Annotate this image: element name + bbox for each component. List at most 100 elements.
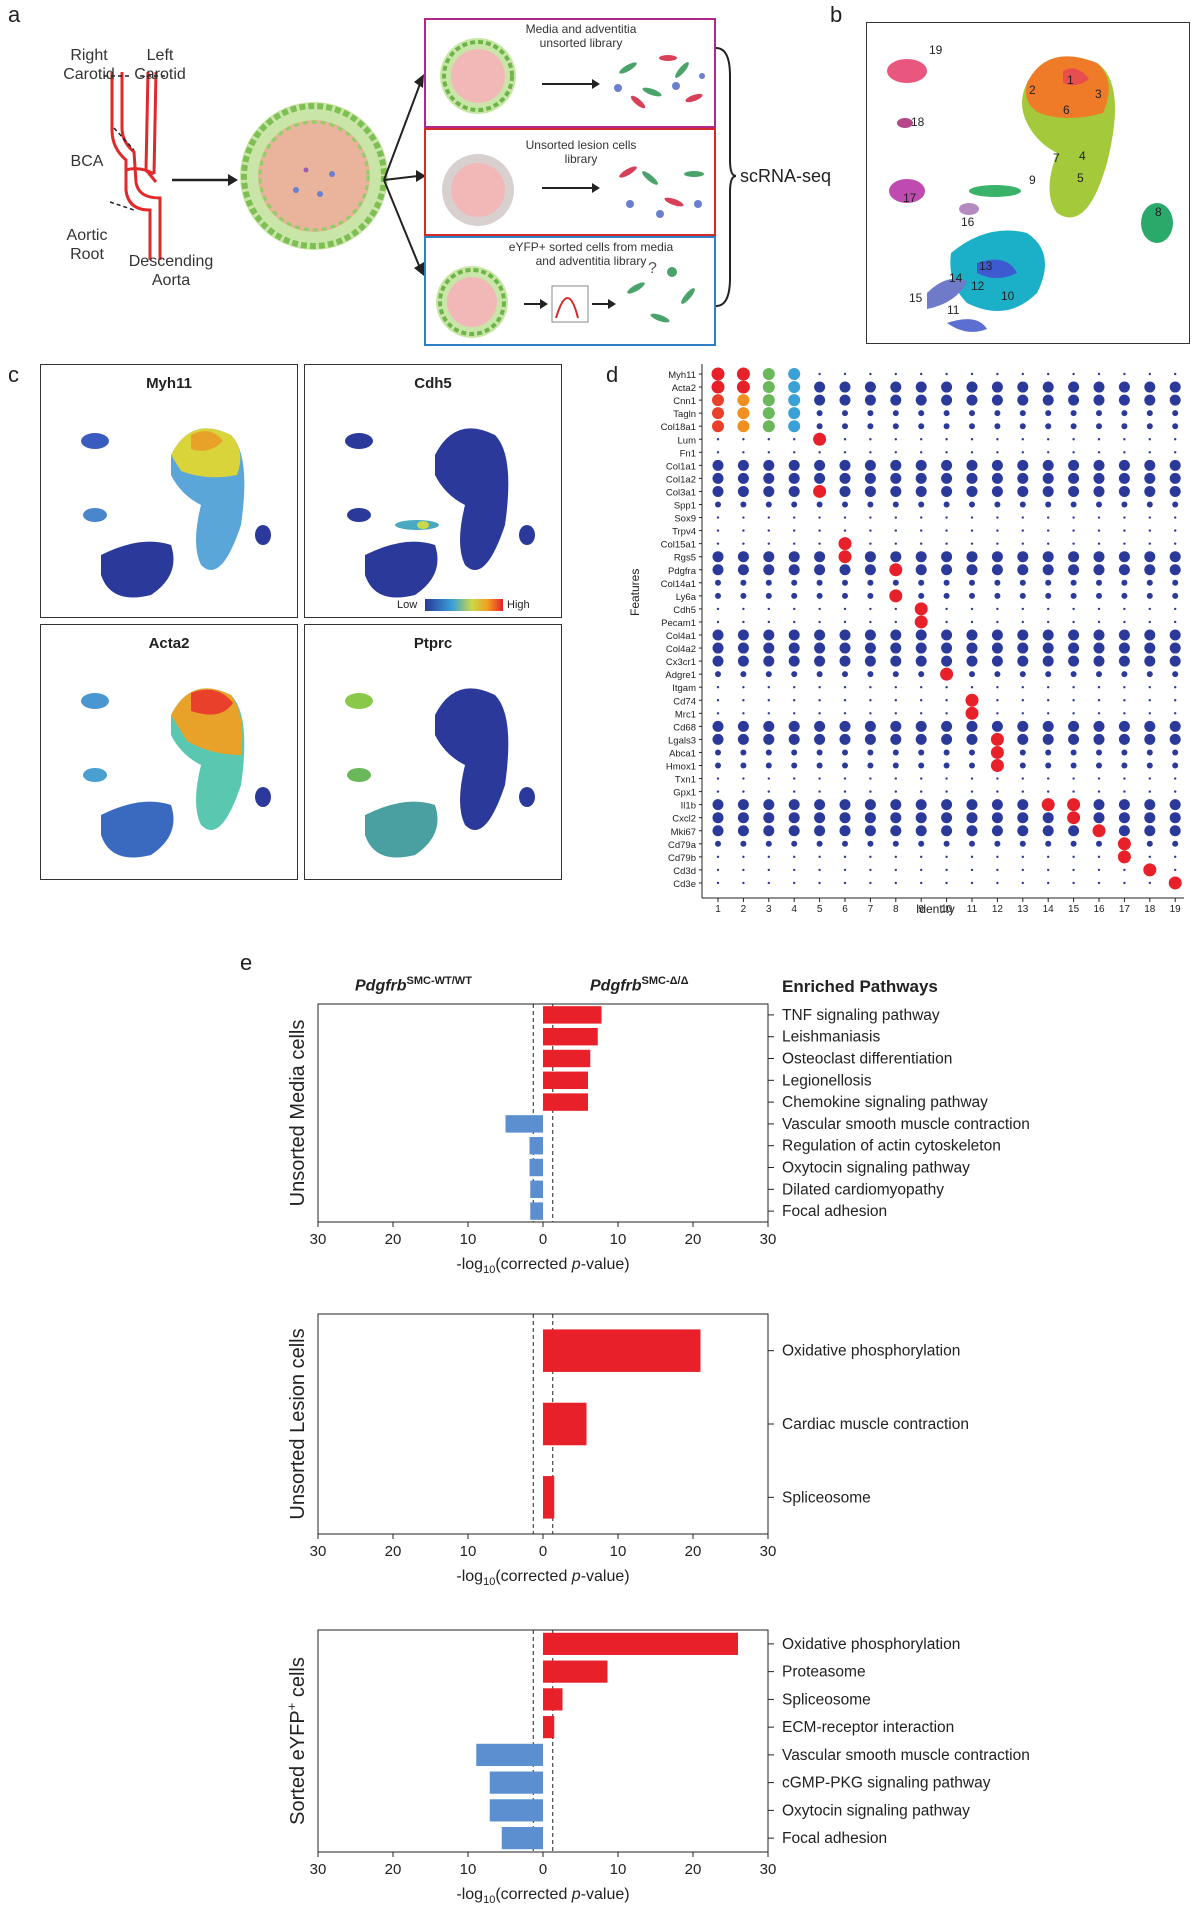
dot-mark	[966, 459, 978, 471]
cluster-label-16: 16	[961, 215, 975, 229]
dot-mark	[969, 423, 975, 430]
x-tick-label: 20	[685, 1861, 702, 1878]
dot-mark	[767, 620, 770, 624]
dot-mark	[839, 472, 851, 484]
dot-mark	[1146, 762, 1153, 769]
dot-mark	[791, 762, 798, 769]
dot-mark	[1146, 592, 1153, 599]
feature-label: Cd3e	[673, 879, 696, 890]
dot-mark	[793, 451, 796, 454]
dot-mark	[736, 367, 750, 381]
dot-mark	[869, 438, 872, 441]
x-tick-label: 10	[610, 1543, 627, 1560]
pathway-bar	[529, 1158, 543, 1177]
dot-mark	[1017, 642, 1029, 654]
dot-mark	[839, 642, 851, 654]
dot-mark	[1045, 840, 1052, 847]
bar-chart-title: Unsorted Lesion cells	[287, 1328, 309, 1519]
dot-mark	[1072, 529, 1075, 532]
feature-label: Gpx1	[673, 788, 696, 799]
cluster-label-18: 18	[911, 115, 925, 129]
dot-mark	[788, 368, 801, 380]
dot-mark	[941, 459, 953, 471]
dot-mark	[712, 551, 724, 563]
cluster-label-13: 13	[979, 259, 993, 273]
pathway-bar	[543, 1071, 588, 1090]
dot-mark	[839, 629, 851, 641]
dot-mark	[1174, 790, 1177, 793]
identity-tick-label: 3	[766, 904, 772, 915]
dot-mark	[1070, 592, 1077, 599]
dot-mark	[869, 881, 872, 885]
group-ko-sup: SMC-Δ/Δ	[641, 975, 689, 987]
dot-mark	[816, 840, 823, 847]
dot-mark	[864, 394, 876, 406]
dot-mark	[715, 840, 721, 847]
umap-feature-acta2: Acta2	[40, 624, 298, 880]
dot-mark	[994, 592, 1001, 599]
dot-mark	[1021, 516, 1024, 519]
dot-mark	[991, 485, 1003, 497]
dot-mark	[742, 516, 745, 519]
dot-mark	[994, 579, 1001, 586]
x-tick-label: 10	[460, 1861, 477, 1878]
dot-mark	[943, 410, 950, 417]
dot-mark	[842, 840, 848, 847]
library-box-sorted: eYFP+ sorted cells from media and advent…	[424, 236, 716, 346]
dot-mark	[869, 712, 872, 715]
identity-tick-label: 17	[1119, 904, 1131, 915]
dot-mark	[970, 686, 974, 689]
dot-mark	[915, 799, 927, 811]
dot-mark	[740, 579, 747, 586]
scrna-seq-label: scRNA-seq	[740, 166, 832, 186]
dot-mark	[1068, 459, 1080, 471]
dot-mark	[1169, 799, 1181, 811]
dot-mark	[1042, 472, 1054, 484]
cluster-label-11: 11	[947, 303, 960, 317]
dot-mark	[869, 516, 872, 519]
dot-mark	[941, 799, 953, 811]
dot-mark	[969, 501, 975, 508]
dot-mark	[765, 592, 772, 599]
dot-mark	[1146, 423, 1153, 430]
pathway-label: Leishmaniasis	[782, 1029, 880, 1046]
dot-mark	[788, 564, 800, 576]
dot-mark	[945, 699, 948, 702]
dot-mark	[1146, 749, 1153, 756]
feature-label: Cd79b	[668, 853, 696, 864]
dot-mark	[991, 812, 1003, 824]
bar-chart-title: Unsorted Media cells	[287, 1020, 309, 1207]
dot-mark	[1019, 410, 1026, 417]
dot-mark	[1042, 459, 1054, 471]
dot-mark	[1144, 629, 1156, 641]
dot-mark	[1169, 629, 1181, 641]
dot-mark	[843, 881, 847, 885]
pathway-label: Oxytocin signaling pathway	[782, 1802, 970, 1819]
dot-mark	[843, 451, 847, 454]
pathway-bar	[501, 1827, 543, 1850]
dot-mark	[763, 720, 775, 732]
dot-mark	[890, 629, 902, 641]
dot-mark	[1017, 472, 1029, 484]
gene-title-acta2: Acta2	[148, 635, 190, 652]
dot-mark	[867, 671, 874, 678]
x-tick-label: 10	[610, 1231, 627, 1248]
dot-mark	[941, 564, 953, 576]
dot-mark	[996, 529, 999, 532]
dot-mark	[869, 855, 872, 859]
dot-mark	[969, 579, 975, 586]
pathway-bar	[543, 1329, 701, 1372]
dot-mark	[1019, 840, 1026, 847]
dot-mark	[814, 642, 826, 654]
dot-mark	[816, 592, 823, 599]
dot-mark	[915, 564, 927, 576]
dot-mark	[1123, 529, 1126, 532]
pathway-bar	[489, 1771, 543, 1794]
dot-mark	[788, 420, 801, 433]
dot-mark	[818, 529, 821, 532]
dot-mark	[712, 394, 724, 407]
dot-mark	[816, 410, 823, 417]
dot-mark	[814, 394, 826, 406]
dot-mark	[915, 459, 927, 471]
dot-mark	[788, 394, 801, 407]
